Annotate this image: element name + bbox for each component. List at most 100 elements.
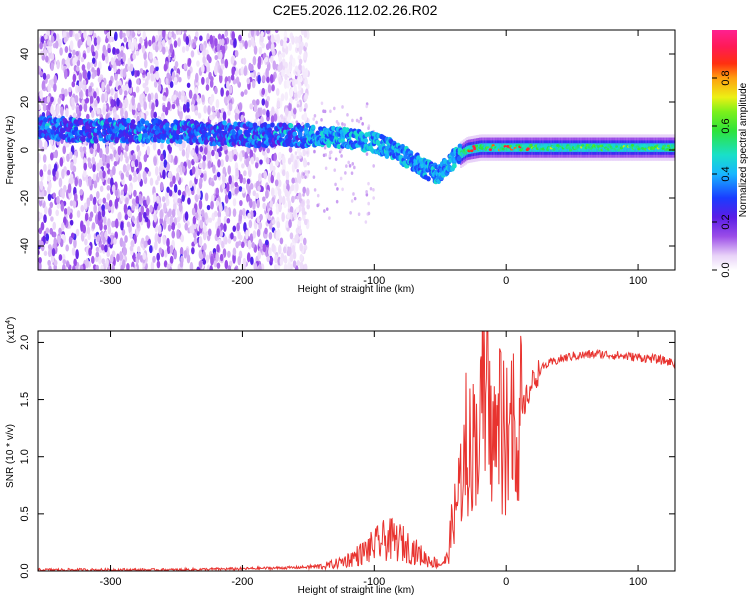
spectrogram-cell [186,254,191,264]
spectrogram-cell [67,206,71,216]
spectrogram-cell [202,230,207,241]
spectrogram-cell [105,102,110,113]
spectrogram-cell [262,243,267,253]
spectrogram-cell [552,148,556,151]
spectrogram-cell [93,91,97,99]
spectrogram-cell [178,145,183,151]
spectrogram-cell [178,76,182,83]
spectrogram-cell [349,211,352,215]
spectrogram-cell [313,149,316,154]
spectrogram-cell [596,145,600,148]
spectrogram-cell [82,146,87,152]
spectrogram-cell [162,169,166,180]
spectrogram-cell [73,258,77,267]
spectrogram-cell [207,150,212,160]
spectrogram-cell [233,37,237,48]
spectrogram-cell [641,146,645,150]
spectrogram-cell [266,147,270,154]
spectrogram-cell [39,169,44,178]
spectrogram-cell [43,214,47,223]
spectrogram-cell [71,96,75,106]
spectrogram-cell [268,232,273,240]
spectrogram-cell [85,88,90,97]
spectrogram-cell [217,33,222,40]
spectrogram-cell [303,218,308,226]
spectrogram-cell [230,55,235,65]
spectrogram-cell [231,187,235,194]
spectrogram-cell [181,194,185,202]
spectrogram-cell [75,50,80,57]
spectrogram-cell [53,74,58,84]
spectrogram-cell [89,194,93,202]
spectrogram-cell [78,104,83,112]
spectrogram-cell [146,195,150,206]
spectrogram-cell [277,152,282,159]
spectrogram-cell [231,31,236,41]
spectrogram-cell [174,60,179,68]
spectrogram-cell [259,213,263,221]
spectrogram-cell [326,142,332,148]
spectrogram-cell [94,50,99,60]
spectrogram-cell [474,144,479,148]
spectrogram-cell [240,241,245,249]
spectrogram-cell [160,160,164,169]
spectrogram-cell [118,102,123,109]
snr-ytick-label: 0.0 [19,563,31,578]
spectrogram-cell [43,42,47,48]
spectrogram-cell [248,62,252,72]
spectrogram-cell [253,45,258,55]
spectrogram-cell [227,109,231,116]
spectrogram-cell [72,57,76,66]
spectrogram-cell [367,126,370,131]
spectrogram-cell [252,55,257,66]
spectrogram-cell [277,188,282,197]
spectrogram-cell [101,258,106,265]
spectrogram-cell [47,249,52,258]
spectrogram-cell [187,197,191,205]
spectrogram-cell [193,231,197,239]
spectrogram-cell [260,116,264,125]
spectrogram-cell [216,43,221,52]
spectrogram-cell [204,212,208,220]
spectrogram-cell [239,209,243,217]
spectrogram-cell [257,140,262,147]
spectrogram-cell [269,73,274,84]
spectrogram-cell [89,147,94,155]
spectrogram-cell [288,102,292,112]
spectrogram-cell [281,70,285,77]
spectrogram-cell [215,187,220,196]
spectrogram-cell [223,215,228,225]
spectrogram-ylabel: Frequency (Hz) [5,116,16,185]
spectrogram-cell [237,231,241,240]
spectrogram-cell [302,71,306,79]
spectrogram-cell [289,97,293,104]
spectrogram-cell [152,255,156,263]
spectrogram-cell [203,105,207,114]
spectrogram-cell [68,52,72,59]
spectrogram-cell [169,181,174,188]
spectrogram-cell [239,42,243,51]
spectrogram-cell [545,144,549,148]
spectrogram-cell [122,84,126,93]
spectrogram-cell [243,222,247,233]
spectrogram-cell [96,67,101,77]
spectrogram-cell [167,101,171,111]
spectrogram-cell [68,86,72,93]
spectrogram-cell [65,261,70,268]
spectrogram-cell [39,212,43,219]
spectrogram-cell [103,224,108,231]
spectrogram-cell [195,31,199,38]
spectrogram-cell [176,216,181,223]
spectrogram-cell [132,53,136,60]
spectrogram-cell [39,89,43,100]
spectrogram-cell [265,67,269,78]
spectrogram-cell [206,264,211,270]
spectrogram-cell [569,148,573,152]
spectrogram-cell [120,107,124,118]
spectrogram-cell [207,105,211,116]
spectrogram-cell [270,122,275,128]
spectrogram-cell [135,167,140,175]
spectrogram-cell [334,182,337,187]
spectrogram-cell [47,259,51,266]
spectrogram-cell [125,197,129,205]
